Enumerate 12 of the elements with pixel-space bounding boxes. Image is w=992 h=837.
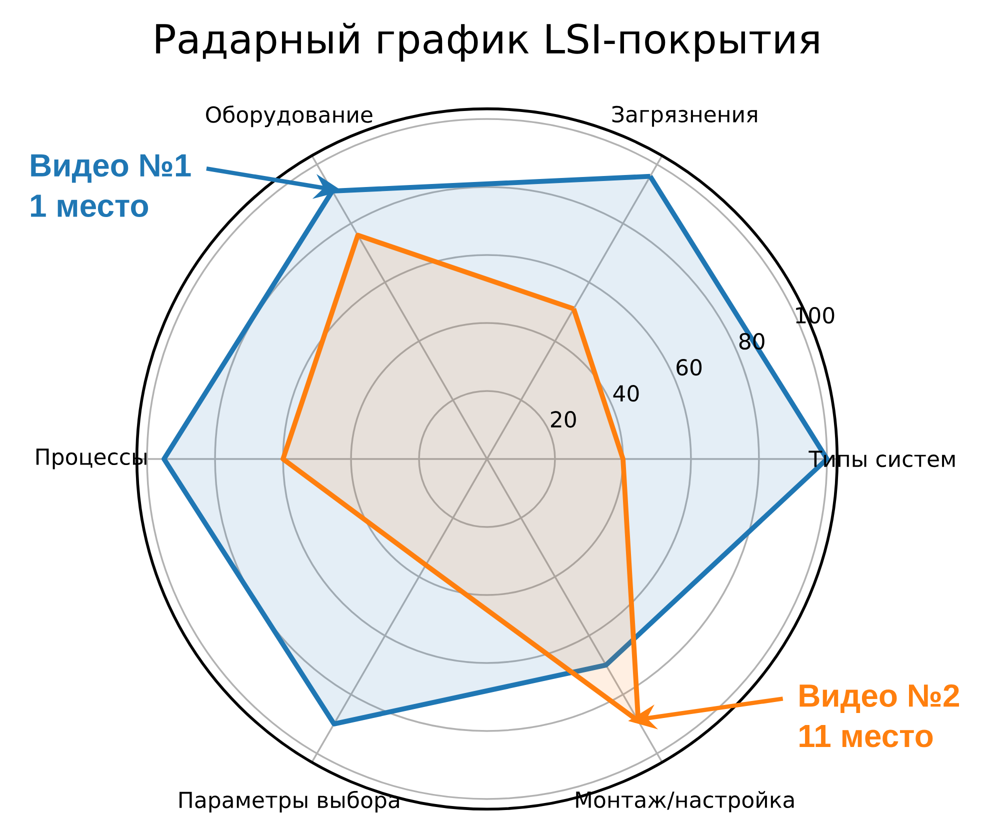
spoke-label: Загрязнения (612, 106, 757, 127)
y-tick-label: 20 (551, 411, 576, 428)
text: 1 место (31, 194, 148, 218)
spoke-label: Параметры выбора (180, 790, 399, 812)
y-tick-label: 40 (613, 385, 639, 402)
y-tick-label: 60 (676, 359, 702, 376)
spoke-label: Монтаж/настройка (576, 791, 794, 812)
chart-title: Радарный график LSI-покрытия (156, 22, 818, 62)
spoke-label: Оборудование (206, 105, 372, 128)
text: 11 место (800, 724, 933, 748)
text: Видео №1 (31, 154, 191, 183)
legend-label: Видео №2 (800, 684, 959, 714)
